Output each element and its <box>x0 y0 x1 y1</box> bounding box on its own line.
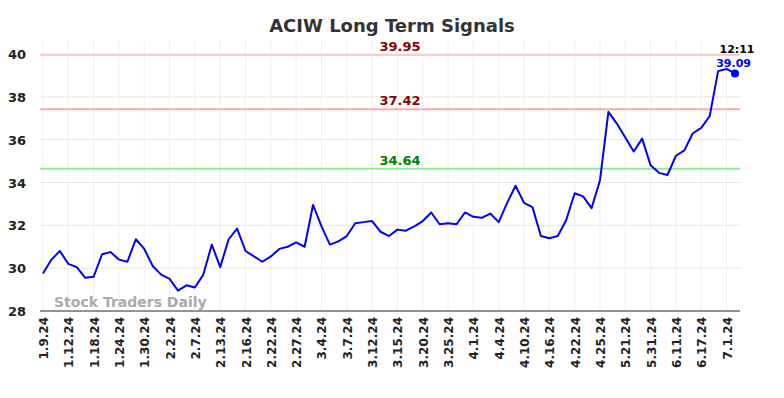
grid-line <box>473 40 474 311</box>
grid-line <box>43 40 44 311</box>
grid-line <box>296 40 297 311</box>
x-tick-label: 4.1.24 <box>467 317 481 360</box>
grid-line <box>524 40 525 311</box>
x-tick-label: 5.21.24 <box>619 317 633 368</box>
x-tick-label: 3.12.24 <box>366 317 380 368</box>
reference-label: 39.95 <box>379 39 420 54</box>
last-point <box>731 69 739 77</box>
grid-line <box>422 40 423 311</box>
grid-line <box>40 311 740 312</box>
x-tick-label: 2.27.24 <box>290 317 304 368</box>
annotation: 39.09 <box>716 57 751 70</box>
grid-line <box>245 40 246 311</box>
y-tick-label: 38 <box>8 90 26 105</box>
grid-line <box>270 40 271 311</box>
x-tick-label: 6.11.24 <box>670 317 684 368</box>
grid-line <box>574 40 575 311</box>
grid-line <box>448 40 449 311</box>
grid-line <box>40 139 740 140</box>
x-tick-label: 3.15.24 <box>391 317 405 368</box>
grid-line <box>40 225 740 226</box>
grid-line <box>498 40 499 311</box>
y-tick-label: 32 <box>8 218 26 233</box>
x-tick-label: 4.10.24 <box>518 317 532 368</box>
grid-line <box>321 40 322 311</box>
x-tick-label: 4.16.24 <box>543 317 557 368</box>
x-tick-label: 4.4.24 <box>493 317 507 360</box>
grid-line <box>650 40 651 311</box>
title: ACIW Long Term Signals <box>269 15 515 36</box>
x-tick-label: 3.4.24 <box>315 317 329 360</box>
watermark: Stock Traders Daily <box>54 294 207 310</box>
x-tick-label: 3.20.24 <box>417 317 431 368</box>
reference-label: 37.42 <box>379 93 420 108</box>
grid-line <box>675 40 676 311</box>
reference-line <box>40 168 740 170</box>
x-tick-label: 4.22.24 <box>569 317 583 368</box>
x-tick-label: 2.16.24 <box>240 317 254 368</box>
series-line <box>43 69 735 291</box>
grid-line <box>625 40 626 311</box>
x-axis <box>40 311 740 312</box>
x-tick-label: 3.7.24 <box>341 317 355 360</box>
grid-line <box>169 40 170 311</box>
x-tick-label: 2.7.24 <box>189 317 203 360</box>
grid-line <box>118 40 119 311</box>
x-tick-label: 4.25.24 <box>594 317 608 368</box>
reference-line <box>40 54 740 56</box>
chart: ACIW Long Term Signals 28 30 32 34 36 38 40 1.9.… <box>0 0 784 398</box>
x-tick-label: 1.9.24 <box>37 317 51 360</box>
grid-line <box>220 40 221 311</box>
x-tick-label: 2.13.24 <box>214 317 228 368</box>
grid-line <box>40 182 740 183</box>
grid-line <box>372 40 373 311</box>
x-tick-label: 1.24.24 <box>113 317 127 368</box>
y-tick-label: 30 <box>8 261 26 276</box>
x-tick-label: 1.30.24 <box>138 317 152 368</box>
x-tick-label: 1.18.24 <box>88 317 102 368</box>
x-tick-label: 2.22.24 <box>265 317 279 368</box>
grid-line <box>701 40 702 311</box>
grid-line <box>726 40 727 311</box>
reference-line <box>40 108 740 110</box>
grid-line <box>93 40 94 311</box>
grid-line <box>346 40 347 311</box>
grid-line <box>144 40 145 311</box>
grid-line <box>397 40 398 311</box>
y-tick-label: 34 <box>8 176 26 191</box>
y-tick-label: 40 <box>8 47 26 62</box>
grid-line <box>549 40 550 311</box>
x-tick-label: 7.1.24 <box>721 317 735 360</box>
grid-line <box>68 40 69 311</box>
x-tick-label: 5.31.24 <box>645 317 659 368</box>
x-tick-label: 3.25.24 <box>442 317 456 368</box>
plot-area <box>40 55 740 291</box>
x-tick-label: 1.12.24 <box>62 317 76 368</box>
grid-line <box>40 268 740 269</box>
y-tick-label: 36 <box>8 133 26 148</box>
x-tick-label: 2.2.24 <box>164 317 178 360</box>
y-tick-label: 28 <box>8 304 26 319</box>
grid-line <box>194 40 195 311</box>
x-tick-label: 6.17.24 <box>695 317 709 368</box>
reference-label: 34.64 <box>379 153 420 168</box>
annotation: 12:11 <box>719 43 754 56</box>
